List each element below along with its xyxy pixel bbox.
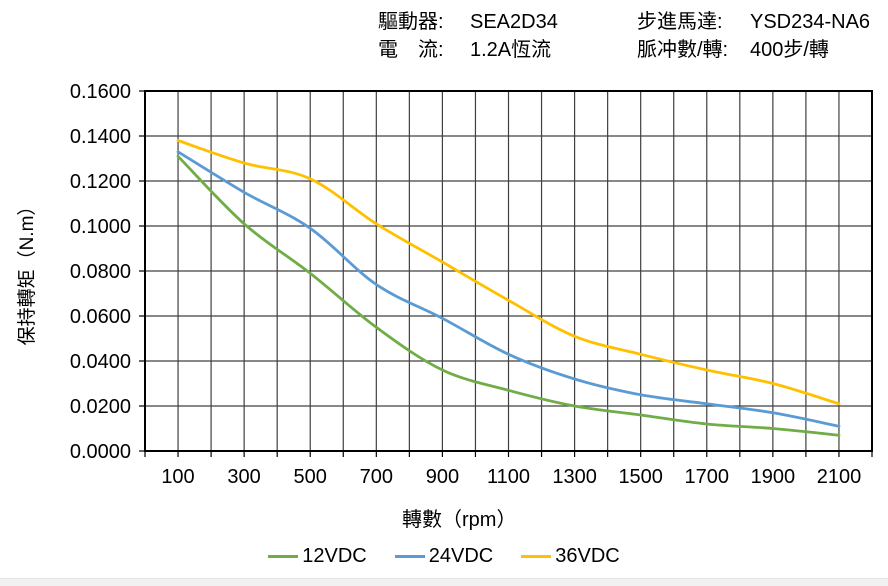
- pulses-value: 400步/轉: [750, 39, 829, 61]
- current-label: 電 流:: [378, 39, 444, 61]
- x-tick-label: 1700: [685, 466, 730, 488]
- y-tick-label: 0.1000: [70, 216, 131, 238]
- legend-item-12VDC: 12VDC: [268, 545, 367, 568]
- legend-swatch-24VDC: [394, 555, 425, 558]
- motor-value: YSD234-NA6: [750, 11, 871, 33]
- pulses-label: 脈冲數/轉:: [637, 39, 729, 61]
- x-tick-label: 100: [161, 466, 194, 488]
- series-line-24VDC: [176, 150, 841, 428]
- x-tick-label: 300: [227, 466, 260, 488]
- chart-legend: 12VDC 24VDC 36VDC: [0, 545, 888, 568]
- driver-row: 驅動器: SEA2D34: [378, 8, 558, 36]
- series-line-36VDC: [176, 139, 841, 406]
- legend-label-36VDC: 36VDC: [555, 545, 620, 567]
- header-right-column: 步進馬達: YSD234-NA6 脈冲數/轉: 400步/轉: [637, 8, 870, 64]
- driver-value: SEA2D34: [470, 11, 558, 33]
- legend-label-24VDC: 24VDC: [428, 545, 494, 567]
- current-value: 1.2A恆流: [470, 39, 552, 61]
- driver-label: 驅動器:: [378, 11, 444, 33]
- y-tick-label: 0.0800: [70, 261, 131, 283]
- x-tick-label: 700: [360, 466, 393, 488]
- y-tick-label: 0.1600: [70, 81, 131, 103]
- x-tick-label: 1900: [751, 466, 796, 488]
- y-tick-label: 0.0200: [70, 396, 131, 418]
- x-tick-label: 500: [294, 466, 327, 488]
- y-tick-label: 0.1400: [70, 126, 131, 148]
- y-tick-label: 0.0400: [70, 351, 131, 373]
- motor-label: 步進馬達:: [637, 11, 723, 33]
- y-tick-label: 0.0600: [70, 306, 131, 328]
- legend-label-12VDC: 12VDC: [302, 545, 367, 567]
- pulses-row: 脈冲數/轉: 400步/轉: [637, 36, 870, 64]
- plot-border: [144, 90, 873, 452]
- legend-item-24VDC: 24VDC: [394, 545, 494, 568]
- y-tick-label: 0.0000: [70, 441, 131, 463]
- x-tick-label: 900: [426, 466, 459, 488]
- legend-swatch-12VDC: [268, 555, 299, 558]
- window-bottom-edge: [0, 578, 888, 586]
- x-tick-label: 2100: [817, 466, 862, 488]
- y-tick-label: 0.1200: [70, 171, 131, 193]
- current-row: 電 流: 1.2A恆流: [378, 36, 558, 64]
- x-tick-label: 1500: [618, 466, 663, 488]
- motor-row: 步進馬達: YSD234-NA6: [637, 8, 870, 36]
- header-left-column: 驅動器: SEA2D34 電 流: 1.2A恆流: [378, 8, 558, 64]
- series-line-12VDC: [176, 154, 841, 437]
- x-tick-label: 1100: [487, 466, 530, 488]
- legend-item-36VDC: 36VDC: [521, 545, 620, 568]
- x-axis-title: 轉數（rpm）: [402, 509, 517, 531]
- x-tick-label: 1300: [552, 466, 597, 488]
- legend-swatch-36VDC: [521, 555, 552, 558]
